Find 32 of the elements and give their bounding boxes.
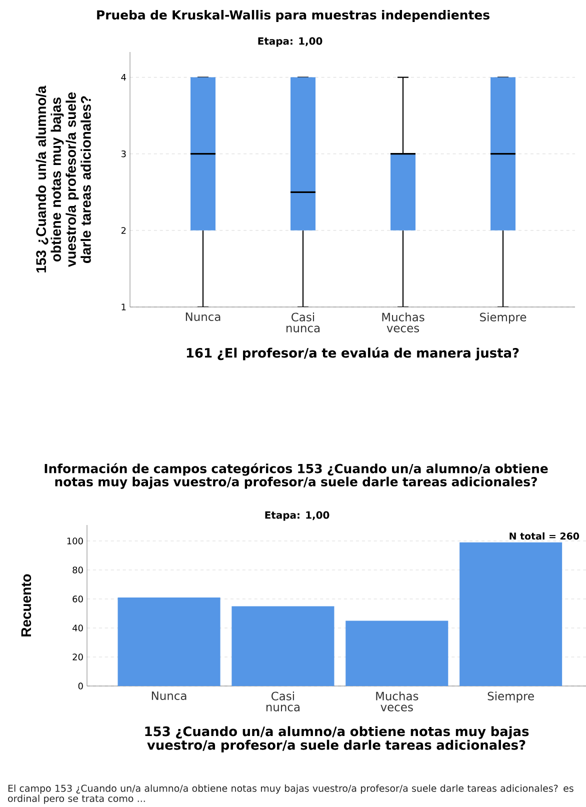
x-tick-label: Muchas veces bbox=[382, 312, 424, 332]
x-axis-title: 153 ¿Cuando un/a alumno/a obtiene notas muy bajas vuestro/a profesor/a suele darle tareas adicionales? bbox=[145, 726, 529, 752]
bar bbox=[232, 606, 334, 686]
x-tick-label: Nunca bbox=[186, 312, 220, 322]
y-tick-label: 4 bbox=[121, 74, 126, 81]
annotation: N total = 260 bbox=[510, 532, 580, 540]
y-tick-label: 0 bbox=[78, 682, 83, 690]
chart-title: Información de campos categóricos 153 ¿Cuando un/a alumno/a obtiene notas muy bajas vuestro/a profesor/a suele darle tareas adicionales? bbox=[44, 463, 548, 489]
y-axis-title: 153 ¿Cuando un/a alumno/a obtiene notas muy bajas vuestro/a profesor/a suele darle tareas adicionales? bbox=[36, 86, 91, 272]
y-tick-label: 2 bbox=[121, 227, 126, 234]
y-tick-label: 20 bbox=[72, 654, 83, 660]
y-axis-title: Recuento bbox=[21, 574, 32, 636]
x-tick-label: Siempre bbox=[480, 312, 526, 324]
bar bbox=[346, 620, 448, 686]
bar bbox=[118, 598, 220, 686]
x-tick-label: Siempre bbox=[488, 692, 534, 703]
y-tick-label: 40 bbox=[72, 624, 83, 632]
x-axis-title: 161 ¿El profesor/a te evalúa de manera justa? bbox=[186, 347, 519, 360]
x-tick-label: Casi nunca bbox=[286, 312, 320, 332]
chart-subtitle: Etapa: 1,00 bbox=[258, 37, 322, 47]
x-tick-label: Muchas veces bbox=[376, 692, 418, 712]
chart-subtitle: Etapa: 1,00 bbox=[265, 511, 330, 521]
bar bbox=[460, 542, 562, 686]
text: El campo 153 ¿Cuando un/a alumno/a obtiene notas muy bajas vuestro/a profesor/a suele darle tareas adicionales? es ordinal pero se trata como ... bbox=[8, 784, 574, 804]
x-tick-label: Nunca bbox=[152, 692, 186, 700]
chart-title: Prueba de Kruskal-Wallis para muestras independientes bbox=[97, 10, 490, 22]
y-tick-label: 3 bbox=[121, 150, 126, 158]
x-tick-label: Casi nunca bbox=[266, 692, 300, 712]
y-tick-label: 100 bbox=[67, 538, 83, 544]
y-tick-label: 80 bbox=[72, 566, 83, 574]
y-tick-label: 1 bbox=[122, 304, 126, 310]
y-tick-label: 60 bbox=[72, 596, 83, 602]
